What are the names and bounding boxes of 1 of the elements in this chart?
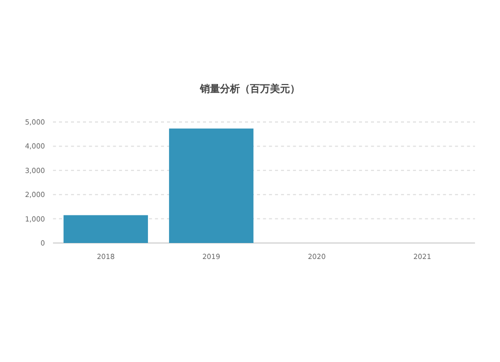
chart-title: 销量分析（百万美元） [199,83,300,95]
